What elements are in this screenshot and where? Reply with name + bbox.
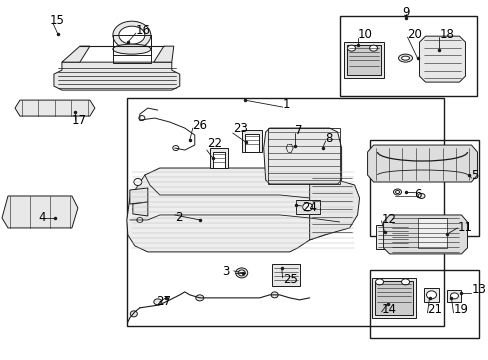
Polygon shape: [126, 168, 357, 252]
Text: 6: 6: [414, 189, 421, 202]
Text: 25: 25: [282, 273, 297, 287]
Polygon shape: [263, 128, 341, 184]
Text: 12: 12: [381, 213, 396, 226]
Polygon shape: [15, 100, 95, 116]
Ellipse shape: [302, 203, 312, 211]
Bar: [375, 225, 408, 249]
Text: 1: 1: [282, 98, 289, 111]
Polygon shape: [309, 172, 359, 240]
Bar: [343, 42, 383, 78]
Text: 20: 20: [407, 28, 422, 41]
Text: 7: 7: [294, 123, 302, 136]
Bar: [126, 98, 444, 326]
Bar: [271, 264, 299, 286]
Polygon shape: [133, 202, 147, 216]
Text: 22: 22: [206, 136, 222, 149]
Ellipse shape: [130, 311, 137, 317]
Ellipse shape: [398, 54, 412, 62]
Ellipse shape: [195, 295, 203, 301]
Bar: [113, 35, 150, 63]
Text: 3: 3: [221, 265, 229, 278]
Ellipse shape: [369, 45, 377, 51]
Text: 15: 15: [50, 14, 65, 27]
Ellipse shape: [426, 291, 436, 299]
Ellipse shape: [271, 292, 278, 298]
Text: 21: 21: [427, 303, 442, 316]
Bar: [374, 281, 412, 315]
Text: 18: 18: [439, 28, 453, 41]
Ellipse shape: [119, 26, 144, 44]
Ellipse shape: [323, 148, 331, 156]
Text: 2: 2: [174, 211, 182, 224]
Text: 8: 8: [325, 131, 332, 145]
Bar: [241, 130, 261, 152]
Polygon shape: [130, 188, 147, 204]
Text: 4: 4: [38, 211, 45, 224]
Text: 14: 14: [381, 303, 396, 316]
Ellipse shape: [393, 189, 401, 195]
Bar: [423, 288, 439, 302]
Ellipse shape: [137, 217, 142, 222]
Bar: [267, 128, 339, 184]
Bar: [209, 148, 227, 168]
Ellipse shape: [139, 116, 144, 121]
Bar: [369, 270, 478, 338]
Ellipse shape: [154, 299, 162, 305]
Bar: [417, 218, 447, 248]
Text: 13: 13: [470, 283, 486, 296]
Ellipse shape: [401, 56, 408, 60]
Ellipse shape: [449, 293, 458, 299]
Text: 16: 16: [136, 24, 150, 37]
Ellipse shape: [395, 190, 399, 193]
Text: 11: 11: [457, 221, 471, 234]
Ellipse shape: [375, 279, 383, 285]
Bar: [371, 278, 415, 318]
Ellipse shape: [285, 144, 293, 153]
Bar: [369, 140, 478, 236]
Text: 5: 5: [470, 168, 478, 181]
Ellipse shape: [113, 21, 150, 49]
Text: 26: 26: [191, 118, 206, 131]
Text: 9: 9: [401, 6, 408, 19]
Text: 17: 17: [72, 113, 87, 127]
Bar: [346, 45, 380, 75]
Text: 27: 27: [156, 295, 170, 309]
Ellipse shape: [238, 270, 244, 276]
Bar: [212, 152, 224, 168]
Bar: [244, 134, 258, 152]
Ellipse shape: [401, 279, 408, 285]
Bar: [339, 16, 476, 96]
Ellipse shape: [172, 145, 179, 150]
Polygon shape: [2, 196, 78, 228]
Ellipse shape: [134, 179, 142, 185]
Bar: [319, 144, 335, 160]
Text: 19: 19: [452, 303, 468, 316]
Polygon shape: [419, 36, 465, 82]
Bar: [447, 290, 461, 302]
Polygon shape: [54, 62, 180, 90]
Text: 23: 23: [232, 122, 247, 135]
Ellipse shape: [417, 193, 424, 198]
Polygon shape: [367, 145, 476, 182]
Polygon shape: [383, 215, 467, 254]
Ellipse shape: [347, 45, 355, 51]
Text: 24: 24: [301, 202, 316, 215]
Polygon shape: [62, 46, 90, 62]
Ellipse shape: [113, 44, 150, 54]
Ellipse shape: [235, 268, 247, 278]
Polygon shape: [154, 46, 173, 62]
Bar: [295, 200, 319, 214]
Text: 10: 10: [357, 28, 372, 41]
